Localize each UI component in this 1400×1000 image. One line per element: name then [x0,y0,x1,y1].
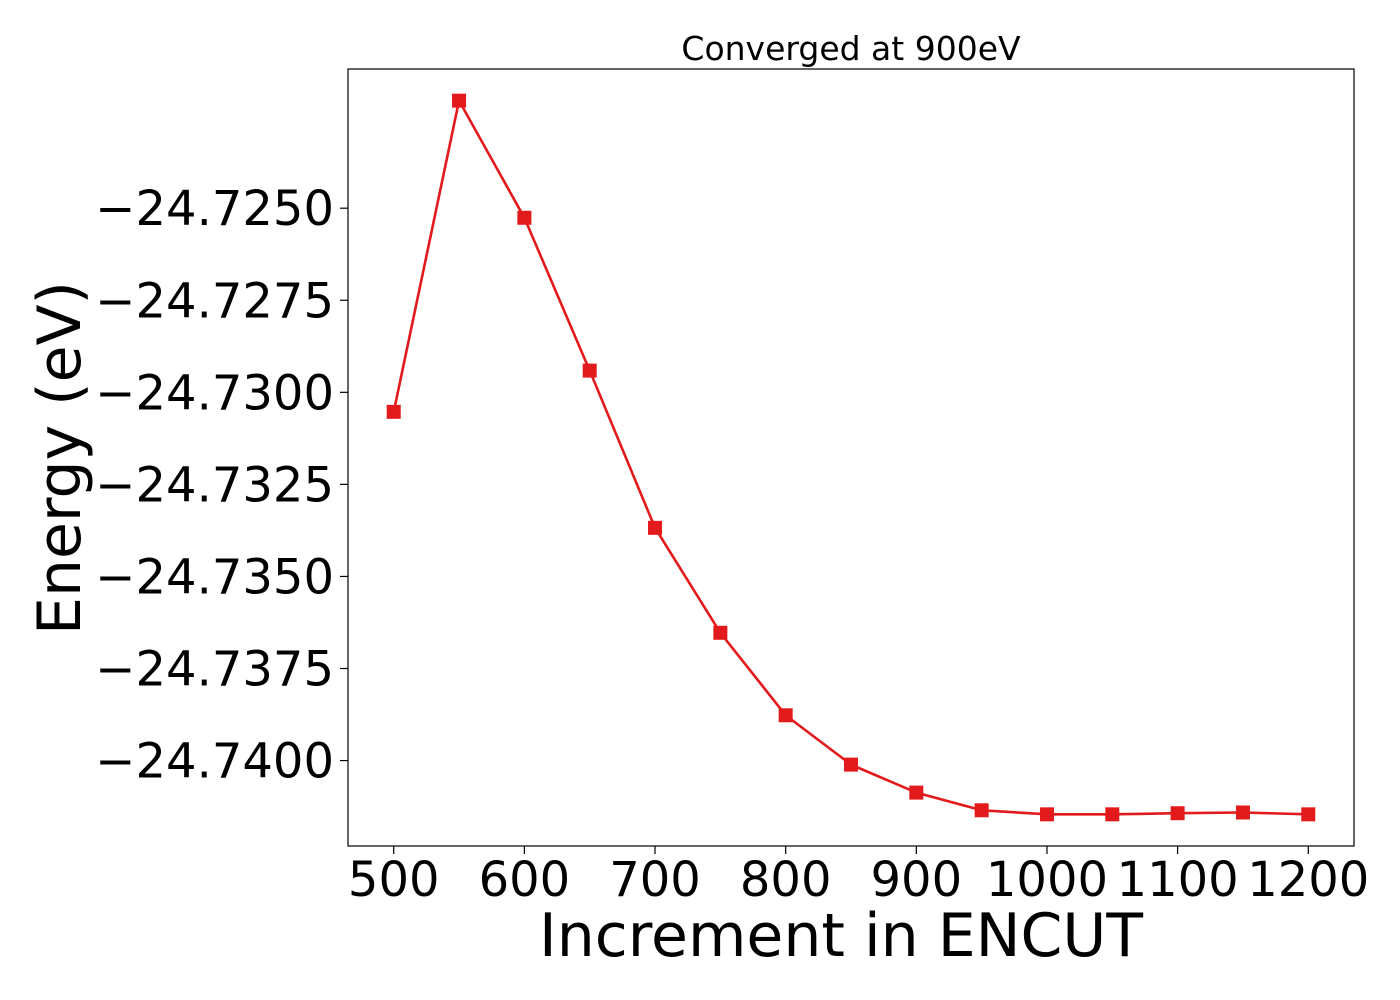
x-tick-label: 600 [479,852,571,908]
data-point-marker [1039,807,1054,822]
data-point-marker [582,363,597,378]
y-tick-label: −24.7375 [95,642,334,698]
y-tick-label: −24.7350 [95,549,334,605]
chart-title: Converged at 900eV [681,29,1021,68]
y-tick-label: −24.7400 [95,734,334,790]
x-axis: 500 600 700 800 900 1000 1100 1200 [348,846,1369,908]
data-point-marker [1235,805,1250,820]
data-point-marker [1301,807,1316,822]
series-energy [386,93,1316,822]
data-point-marker [974,803,989,818]
y-tick-label: −24.7300 [95,365,334,421]
data-point-marker [909,785,924,800]
series-line [392,99,1309,816]
y-tick-label: −24.7250 [95,181,334,237]
x-tick-label: 700 [609,852,701,908]
data-point-marker [1105,807,1120,822]
y-axis: −24.7250 −24.7275 −24.7300 −24.7325 −24.7350… [95,181,348,790]
x-tick-label: 500 [348,852,440,908]
data-point-marker [713,625,728,640]
plot-area-frame [347,68,1355,847]
data-point-marker [452,93,467,108]
x-tick-label: 1200 [1247,852,1369,908]
x-tick-label: 1100 [1117,852,1239,908]
x-tick-label: 900 [871,852,963,908]
y-tick-label: −24.7325 [95,457,334,513]
y-axis-label: Energy (eV) [25,281,95,635]
x-tick-label: 800 [740,852,832,908]
data-point-marker [1170,806,1185,821]
x-tick-label: 1000 [986,852,1108,908]
x-axis-label: Increment in ENCUT [539,901,1143,971]
data-point-marker [517,210,532,225]
data-point-marker [844,757,858,772]
data-point-marker [778,708,793,723]
data-point-marker [648,520,663,535]
y-tick-label: −24.7275 [95,273,334,329]
data-point-marker [386,404,401,419]
